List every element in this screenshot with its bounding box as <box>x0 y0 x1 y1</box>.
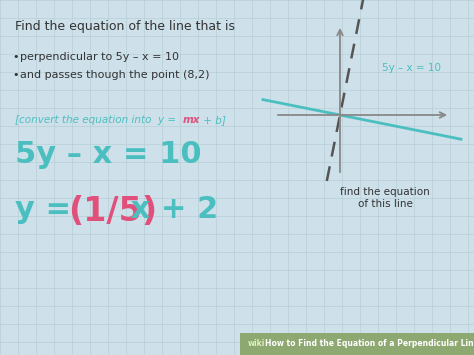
Text: and passes though the point (8,2): and passes though the point (8,2) <box>20 70 210 80</box>
Text: y =: y = <box>15 195 82 224</box>
Text: How to Find the Equation of a Perpendicular Line: How to Find the Equation of a Perpendicu… <box>265 339 474 349</box>
Text: [convert the equation into  y =: [convert the equation into y = <box>15 115 179 125</box>
Text: perpendicular to 5y – x = 10: perpendicular to 5y – x = 10 <box>20 52 179 62</box>
Text: •: • <box>12 70 18 80</box>
FancyBboxPatch shape <box>240 333 474 355</box>
Text: wiki: wiki <box>248 339 265 349</box>
Text: 5y – x = 10: 5y – x = 10 <box>15 140 201 169</box>
Text: Find the equation of the line that is: Find the equation of the line that is <box>15 20 235 33</box>
Text: find the equation
of this line: find the equation of this line <box>340 187 430 209</box>
Text: + b]: + b] <box>200 115 226 125</box>
Text: •: • <box>12 52 18 62</box>
Text: x + 2: x + 2 <box>120 195 218 224</box>
Text: (1/5): (1/5) <box>68 195 157 228</box>
Text: 5y – x = 10: 5y – x = 10 <box>382 63 441 73</box>
Text: mx: mx <box>183 115 201 125</box>
